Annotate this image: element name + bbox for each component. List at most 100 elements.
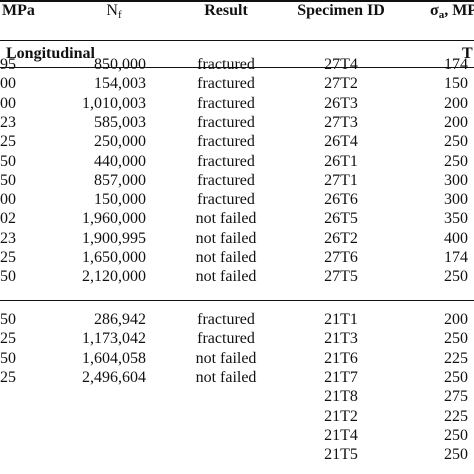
row-specimen-id: 26T5 — [324, 210, 358, 228]
row-cycles: 1,650,000 — [82, 249, 146, 266]
section-label-longitudinal: Longitudinal — [6, 45, 95, 62]
row-stress-right: 250 — [444, 446, 468, 464]
row-result: fractured — [197, 113, 255, 131]
top-rule — [0, 0, 474, 2]
row-cycles: 585,003 — [94, 113, 146, 131]
row-stress-right: 250 — [444, 133, 468, 151]
row-stress-left: 400 — [0, 191, 16, 209]
row-cycles: 857,000 — [94, 171, 146, 189]
section-label-transverse: T — [462, 45, 473, 62]
row-specimen-id: 21T5 — [324, 446, 358, 464]
row-result: not failed — [195, 229, 257, 247]
row-stress-right: 225 — [444, 349, 468, 367]
row-stress-right: 400 — [444, 229, 468, 247]
row-specimen-id: 21T4 — [324, 426, 358, 444]
row-cycles: 250,000 — [94, 133, 146, 151]
row-stress-left: 295 — [0, 56, 16, 73]
row-stress-right: 250 — [444, 152, 468, 170]
row-cycles: 1,173,042 — [82, 330, 146, 348]
row-stress-right: 250 — [444, 368, 468, 386]
row-specimen-id: 27T4 — [324, 56, 358, 73]
row-stress-left: 325 — [0, 368, 16, 386]
row-result: fractured — [197, 94, 255, 112]
row-stress-left: 350 — [0, 268, 16, 286]
row-specimen-id: 26T2 — [324, 229, 358, 247]
row-result: fractured — [197, 311, 255, 328]
header-cycles: Nf — [106, 1, 121, 21]
row-stress-right: 350 — [444, 210, 468, 228]
row-result: fractured — [197, 133, 255, 151]
row-cycles: 440,000 — [94, 152, 146, 170]
row-stress-left: 325 — [0, 330, 16, 348]
row-stress-left: 325 — [0, 133, 16, 151]
row-result: not failed — [195, 268, 257, 286]
row-stress-right: 174 — [444, 56, 468, 73]
row-stress-left: 325 — [0, 249, 16, 266]
row-specimen-id: 21T3 — [324, 330, 358, 348]
section-rule — [0, 67, 474, 68]
row-stress-left: 323 — [0, 113, 16, 131]
row-specimen-id: 27T3 — [324, 113, 358, 131]
row-cycles: 2,120,000 — [82, 268, 146, 286]
row-stress-left: 350 — [0, 311, 16, 328]
header-cycles-label: N — [106, 2, 118, 19]
row-stress-right: 174 — [444, 249, 468, 266]
row-specimen-id: 21T1 — [324, 311, 358, 328]
row-stress-left: 300 — [0, 75, 16, 93]
row-specimen-id: 26T4 — [324, 133, 358, 151]
header-specimen-id: Specimen ID — [297, 2, 385, 19]
row-specimen-id: 21T8 — [324, 388, 358, 406]
header-cycles-sub: f — [117, 9, 122, 21]
row-cycles: 1,960,000 — [82, 210, 146, 228]
row-cycles: 150,000 — [94, 191, 146, 209]
row-result: fractured — [197, 75, 255, 93]
row-result: not failed — [195, 368, 257, 386]
row-specimen-id: 26T6 — [324, 191, 358, 209]
row-stress-left: 350 — [0, 152, 16, 170]
row-stress-right: 300 — [444, 171, 468, 189]
row-result: fractured — [197, 152, 255, 170]
header-stress-left: MPa — [2, 2, 35, 19]
row-result: not failed — [195, 249, 257, 266]
header-stress-right: σa, MP — [430, 1, 474, 21]
group-divider-rule — [0, 300, 474, 301]
row-stress-right: 300 — [444, 191, 468, 209]
row-result: fractured — [197, 330, 255, 348]
row-cycles: 1,604,058 — [82, 349, 146, 367]
row-specimen-id: 27T5 — [324, 268, 358, 286]
header-sigma-sub: a — [438, 9, 445, 21]
row-stress-right: 250 — [444, 268, 468, 286]
row-result: fractured — [197, 171, 255, 189]
row-specimen-id: 27T1 — [324, 171, 358, 189]
row-stress-left: 350 — [0, 171, 16, 189]
row-stress-right: 150 — [444, 75, 468, 93]
row-cycles: 1,900,995 — [82, 229, 146, 247]
row-stress-left: 350 — [0, 349, 16, 367]
row-result: fractured — [197, 191, 255, 209]
row-specimen-id: 21T2 — [324, 407, 358, 425]
row-specimen-id: 27T6 — [324, 249, 358, 266]
header-sigma-unit: , MP — [444, 2, 474, 19]
header-rule — [0, 40, 474, 41]
row-cycles: 1,010,003 — [82, 94, 146, 112]
row-cycles: 850,000 — [94, 56, 146, 73]
row-specimen-id: 26T1 — [324, 152, 358, 170]
row-specimen-id: 21T6 — [324, 349, 358, 367]
row-cycles: 286,942 — [94, 311, 146, 328]
row-result: not failed — [195, 210, 257, 228]
row-stress-right: 200 — [444, 94, 468, 112]
row-stress-left: 302 — [0, 210, 16, 228]
row-specimen-id: 27T2 — [324, 75, 358, 93]
row-specimen-id: 21T7 — [324, 368, 358, 386]
row-stress-right: 250 — [444, 426, 468, 444]
row-stress-right: 200 — [444, 311, 468, 328]
header-sigma: σ — [430, 2, 439, 19]
row-stress-right: 225 — [444, 407, 468, 425]
row-specimen-id: 26T3 — [324, 94, 358, 112]
row-stress-left: 323 — [0, 229, 16, 247]
row-stress-left: 300 — [0, 94, 16, 112]
row-result: not failed — [195, 349, 257, 367]
row-cycles: 2,496,604 — [82, 368, 146, 386]
row-stress-right: 275 — [444, 388, 468, 406]
row-stress-right: 200 — [444, 113, 468, 131]
